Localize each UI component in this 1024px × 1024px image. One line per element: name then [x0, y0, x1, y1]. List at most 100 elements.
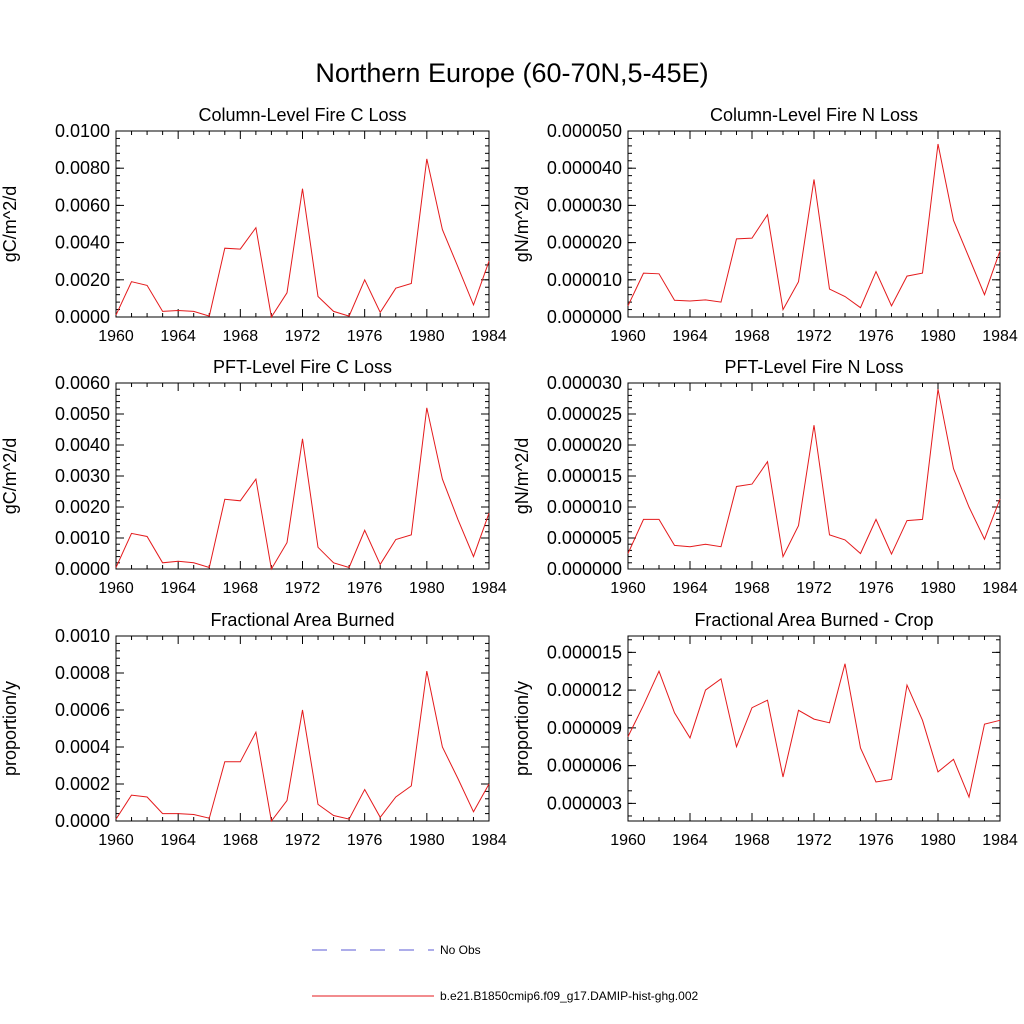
series-line-1 — [627, 389, 1001, 559]
x-tick-label: 1976 — [347, 580, 383, 597]
y-tick-label: 0.0030 — [55, 466, 110, 486]
y-tick-label: 0.000012 — [547, 680, 622, 700]
y-tick-label: 0.0060 — [55, 373, 110, 393]
x-tick-label: 1972 — [285, 328, 321, 345]
x-tick-label: 1972 — [796, 832, 832, 849]
plot-frame — [627, 130, 1001, 318]
series-line-1 — [115, 158, 490, 319]
x-tick-label: 1972 — [285, 832, 321, 849]
x-tick-label: 1968 — [223, 580, 259, 597]
chart-panels: Column-Level Fire C Loss gC/m^2/d 1960 1964… — [0, 105, 1018, 849]
y-tick-label: 0.0008 — [55, 663, 110, 683]
x-tick-label: 1984 — [471, 832, 507, 849]
x-tick-label: 1972 — [285, 580, 321, 597]
x-tick-label: 1976 — [858, 328, 894, 345]
chart-panel-4: PFT-Level Fire N Loss gN/m^2/d 1960 1964 196… — [512, 357, 1018, 597]
chart-panel-1: Column-Level Fire C Loss gC/m^2/d 1960 1964… — [0, 105, 507, 345]
y-tick-label: 0.0020 — [55, 270, 110, 290]
x-tick-label: 1968 — [734, 832, 770, 849]
y-axis-label: proportion/y — [512, 681, 532, 776]
y-tick-label: 0.0010 — [55, 626, 110, 646]
x-tick-label: 1960 — [610, 328, 646, 345]
plot-frame — [115, 130, 490, 318]
y-axis-label: gN/m^2/d — [512, 186, 532, 262]
x-tick-label: 1976 — [858, 580, 894, 597]
x-tick-label: 1968 — [223, 328, 259, 345]
plot-frame — [627, 382, 1001, 570]
chart-panel-6: Fractional Area Burned - Crop proportion/… — [512, 610, 1018, 849]
plot-frame — [115, 382, 490, 570]
legend-label-no-obs: No Obs — [440, 943, 481, 957]
x-tick-label: 1976 — [858, 832, 894, 849]
chart-panel-2: Column-Level Fire N Loss gN/m^2/d 1960 1964… — [512, 105, 1018, 345]
panel-title: Fractional Area Burned - Crop — [694, 610, 933, 630]
x-tick-label: 1960 — [98, 832, 134, 849]
y-tick-label: 0.0100 — [55, 121, 110, 141]
panel-title: Fractional Area Burned — [210, 610, 394, 630]
y-tick-label: 0.000015 — [547, 466, 622, 486]
x-tick-label: 1964 — [672, 832, 708, 849]
x-tick-label: 1980 — [920, 328, 956, 345]
x-tick-label: 1980 — [409, 580, 445, 597]
panel-title: Column-Level Fire C Loss — [198, 105, 406, 125]
panel-title: PFT-Level Fire N Loss — [724, 357, 903, 377]
y-axis-label: gC/m^2/d — [0, 438, 20, 514]
y-tick-label: 0.0020 — [55, 497, 110, 517]
x-tick-label: 1964 — [672, 328, 708, 345]
x-tick-label: 1980 — [920, 580, 956, 597]
chart-panel-5: Fractional Area Burned proportion/y 1960 19… — [0, 610, 507, 849]
y-tick-label: 0.000030 — [547, 195, 622, 215]
x-tick-label: 1960 — [98, 580, 134, 597]
series-line-1 — [115, 670, 490, 823]
x-tick-label: 1976 — [347, 328, 383, 345]
y-axis-label: proportion/y — [0, 681, 20, 776]
y-tick-label: 0.000009 — [547, 718, 622, 738]
y-tick-label: 0.0000 — [55, 811, 110, 831]
x-tick-label: 1984 — [471, 328, 507, 345]
x-tick-label: 1960 — [610, 580, 646, 597]
x-tick-label: 1964 — [160, 328, 196, 345]
x-tick-label: 1960 — [610, 832, 646, 849]
series-line-1 — [115, 407, 490, 571]
x-tick-label: 1980 — [409, 832, 445, 849]
y-tick-label: 0.0000 — [55, 559, 110, 579]
y-tick-label: 0.000050 — [547, 121, 622, 141]
x-tick-label: 1972 — [796, 328, 832, 345]
x-tick-label: 1964 — [160, 832, 196, 849]
x-tick-label: 1984 — [982, 328, 1018, 345]
legend: No Obs b.e21.B1850cmip6.f09_g17.DAMIP-hi… — [312, 943, 698, 1003]
y-tick-label: 0.000020 — [547, 435, 622, 455]
figure-title: Northern Europe (60-70N,5-45E) — [315, 58, 709, 88]
y-axis-label: gN/m^2/d — [512, 438, 532, 514]
plot-frame — [115, 635, 490, 822]
y-tick-label: 0.000010 — [547, 270, 622, 290]
y-tick-label: 0.0006 — [55, 700, 110, 720]
x-tick-label: 1980 — [409, 328, 445, 345]
y-tick-label: 0.000003 — [547, 793, 622, 813]
y-tick-label: 0.000000 — [547, 559, 622, 579]
x-tick-label: 1964 — [672, 580, 708, 597]
y-tick-label: 0.000010 — [547, 497, 622, 517]
series-line-1 — [627, 663, 1001, 799]
legend-label-model: b.e21.B1850cmip6.f09_g17.DAMIP-hist-ghg.… — [440, 989, 698, 1003]
x-tick-label: 1964 — [160, 580, 196, 597]
x-tick-label: 1968 — [223, 832, 259, 849]
y-axis-label: gC/m^2/d — [0, 186, 20, 262]
panel-title: PFT-Level Fire C Loss — [213, 357, 392, 377]
x-tick-label: 1984 — [982, 580, 1018, 597]
x-tick-label: 1984 — [982, 832, 1018, 849]
x-tick-label: 1972 — [796, 580, 832, 597]
y-tick-label: 0.000025 — [547, 404, 622, 424]
panel-title: Column-Level Fire N Loss — [710, 105, 918, 125]
x-tick-label: 1968 — [734, 580, 770, 597]
y-tick-label: 0.0040 — [55, 435, 110, 455]
y-tick-label: 0.000000 — [547, 307, 622, 327]
y-tick-label: 0.0002 — [55, 774, 110, 794]
y-tick-label: 0.000015 — [547, 642, 622, 662]
y-tick-label: 0.0004 — [55, 737, 110, 757]
y-tick-label: 0.000005 — [547, 528, 622, 548]
y-tick-label: 0.0010 — [55, 528, 110, 548]
y-tick-label: 0.0050 — [55, 404, 110, 424]
y-tick-label: 0.000020 — [547, 233, 622, 253]
